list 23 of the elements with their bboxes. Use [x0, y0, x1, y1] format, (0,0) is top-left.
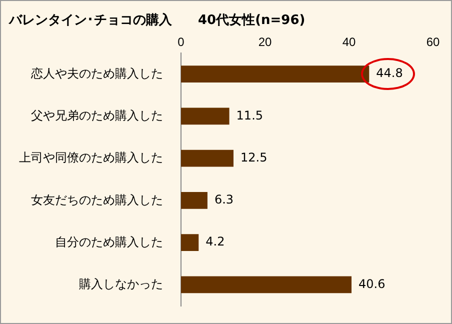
bar	[181, 150, 234, 167]
x-tick-label: 40	[342, 35, 356, 50]
y-tick-label: 父や兄弟のため購入した	[31, 108, 163, 123]
data-label: 44.8	[376, 66, 403, 80]
chart-title: バレンタイン･チョコの購入 40代女性(n=96)	[8, 12, 306, 28]
x-tick-label: 20	[258, 35, 272, 50]
data-label: 40.6	[358, 276, 386, 291]
y-tick-label: 購入しなかった	[79, 277, 163, 292]
y-tick-label: 上司や同僚のため購入した	[19, 150, 163, 165]
y-tick-label: 恋人や夫のため購入した	[30, 66, 163, 80]
x-tick-label: 0	[178, 35, 185, 50]
y-tick-label: 自分のため購入した	[55, 234, 163, 249]
bar	[181, 66, 370, 82]
x-tick-label: 60	[426, 35, 440, 50]
data-label: 12.5	[240, 150, 268, 164]
bar	[181, 192, 208, 209]
bar	[181, 234, 199, 252]
bar	[181, 108, 230, 125]
data-label: 6.3	[214, 192, 234, 207]
y-tick-label: 女友だちのため購入した	[31, 192, 163, 207]
data-label: 11.5	[236, 108, 264, 122]
bar	[181, 276, 352, 294]
data-label: 4.2	[206, 234, 225, 249]
